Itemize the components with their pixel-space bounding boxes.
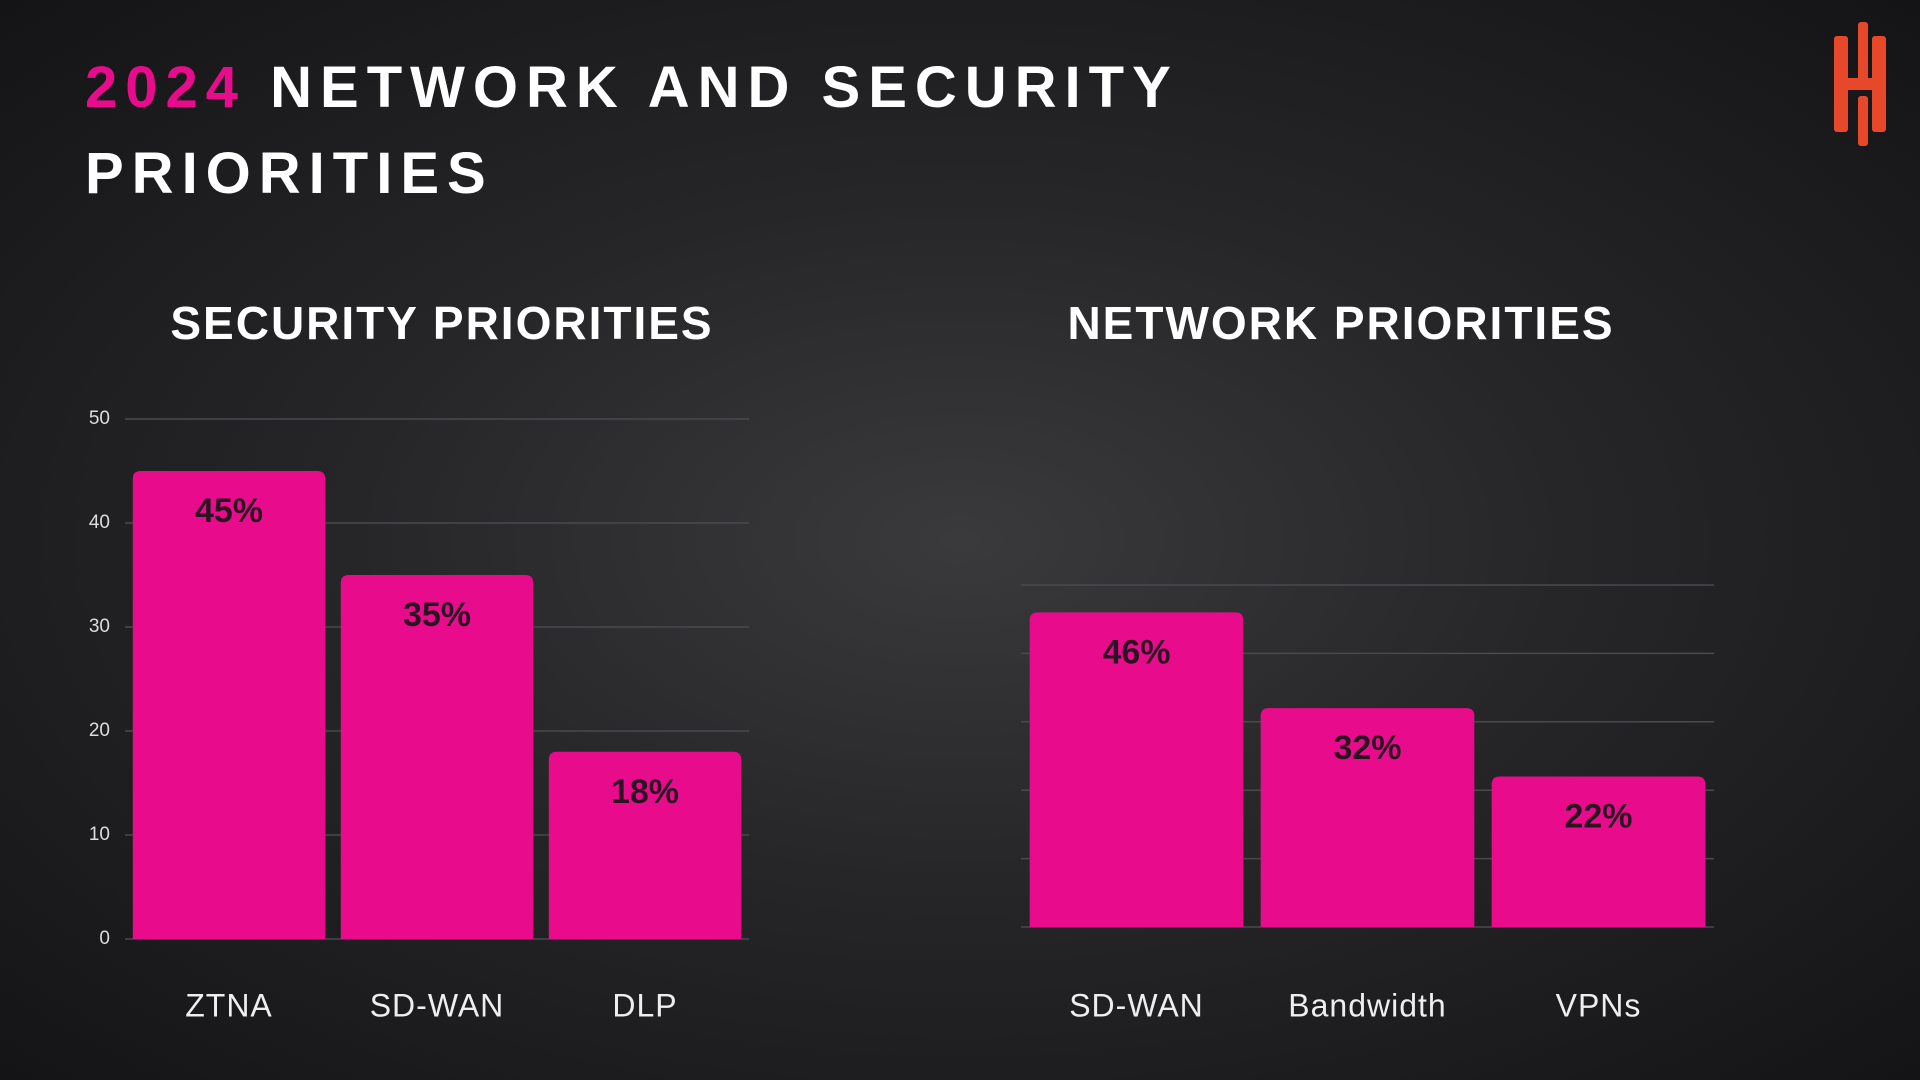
y-tick-label: 20 [89, 720, 110, 741]
logo-bar [1844, 78, 1878, 90]
x-tick-label: Bandwidth [1288, 987, 1446, 1023]
bar [132, 471, 326, 939]
bar [1029, 612, 1244, 927]
logo [1834, 22, 1886, 146]
y-tick-label: 50 [89, 408, 110, 429]
value-label: 32% [1333, 729, 1401, 767]
value-label: 45% [195, 492, 263, 530]
y-tick-label: 10 [89, 824, 110, 845]
value-label: 22% [1564, 798, 1632, 836]
logo-bar [1858, 96, 1868, 146]
bar [1491, 776, 1706, 927]
value-label: 18% [611, 773, 679, 811]
chart-title: NETWORK PRIORITIES [1067, 297, 1614, 349]
bar [1260, 708, 1475, 927]
bar [548, 751, 742, 939]
logo-bar [1858, 22, 1868, 84]
value-label: 46% [1102, 633, 1170, 671]
title-text: NETWORK AND SECURITY PRIORITIES [85, 55, 1178, 206]
y-tick-label: 40 [89, 512, 110, 533]
chart-title: SECURITY PRIORITIES [170, 297, 713, 349]
slide-title: 2024 NETWORK AND SECURITY PRIORITIES [85, 45, 1435, 217]
logo-bar [1872, 36, 1886, 132]
value-label: 35% [403, 596, 471, 634]
bar [340, 575, 534, 939]
y-tick-label: 30 [89, 616, 110, 637]
logo-bar [1834, 36, 1848, 132]
x-tick-label: SD-WAN [1069, 987, 1204, 1023]
title-highlight: 2024 [85, 55, 247, 120]
x-tick-label: ZTNA [185, 987, 273, 1023]
y-tick-label: 0 [99, 928, 110, 949]
x-tick-label: VPNs [1556, 987, 1642, 1023]
x-tick-label: DLP [612, 987, 677, 1023]
x-tick-label: SD-WAN [370, 987, 505, 1023]
